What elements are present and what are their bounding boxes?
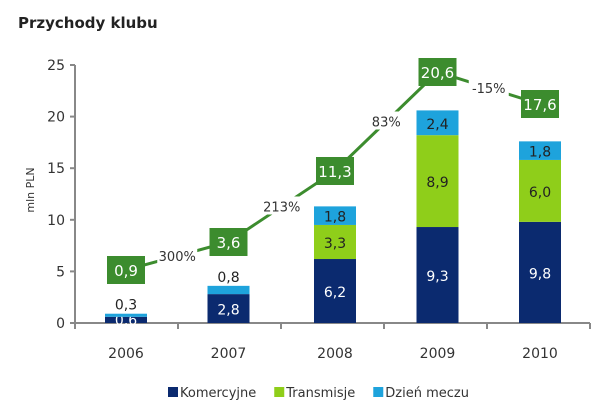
y-tick-label: 10 <box>47 213 65 229</box>
growth-label-bg <box>366 111 407 130</box>
x-tick-label: 2009 <box>420 346 456 362</box>
bar-dzień-meczu <box>416 110 459 136</box>
bar-komercyjne <box>519 221 561 323</box>
growth-label-bg <box>157 246 198 264</box>
growth-label: 83% <box>372 116 401 131</box>
legend-swatch <box>373 387 384 397</box>
bar-transmisje <box>314 224 356 260</box>
data-label: 0,6 <box>115 313 137 329</box>
bar-transmisje <box>519 159 561 222</box>
legend-swatch <box>274 387 285 397</box>
data-label: 6,0 <box>529 185 551 201</box>
bar-dzień-meczu <box>519 141 561 160</box>
total-label: 20,6 <box>421 64 454 82</box>
data-label: 3,3 <box>324 236 346 252</box>
legend-label: Komercyjne <box>180 386 256 401</box>
data-label: 9,3 <box>426 269 448 285</box>
data-label: 2,4 <box>426 117 448 133</box>
y-tick-label: 15 <box>47 161 65 177</box>
data-label: 8,9 <box>426 175 448 191</box>
growth-label: 213% <box>263 201 300 216</box>
total-label: 17,6 <box>523 96 556 114</box>
bar-dzień-meczu <box>314 206 356 225</box>
total-box <box>209 228 248 256</box>
y-tick-label: 0 <box>56 316 65 332</box>
bar-komercyjne <box>416 227 459 323</box>
bar-komercyjne <box>105 316 147 323</box>
growth-label: 300% <box>159 250 196 265</box>
data-label: 2,8 <box>217 303 239 319</box>
data-label: 9,8 <box>529 266 551 282</box>
data-label: 0,8 <box>217 270 239 286</box>
x-tick-label: 2008 <box>317 346 353 362</box>
bar-dzień-meczu <box>207 285 250 295</box>
x-tick-label: 2006 <box>108 346 144 362</box>
y-axis-label: mln PLN <box>24 167 37 212</box>
data-label: 6,2 <box>324 285 346 301</box>
total-box <box>418 58 457 86</box>
x-tick-label: 2010 <box>522 346 558 362</box>
bar-dzień-meczu <box>105 313 147 317</box>
total-box <box>316 157 354 185</box>
data-label: 0,3 <box>115 298 137 314</box>
bar-komercyjne <box>207 294 250 323</box>
data-label: 1,8 <box>529 145 551 161</box>
x-tick-label: 2007 <box>211 346 247 362</box>
bar-transmisje <box>416 135 459 228</box>
growth-label-bg <box>468 78 509 96</box>
total-label: 11,3 <box>318 163 351 181</box>
bar-komercyjne <box>314 259 356 323</box>
y-tick-label: 5 <box>56 264 65 280</box>
growth-label-bg <box>261 196 302 215</box>
chart-title: Przychody klubu <box>18 14 158 32</box>
legend-label: Transmisje <box>285 386 355 401</box>
data-label: 1,8 <box>324 210 346 226</box>
y-tick-label: 20 <box>47 110 65 126</box>
legend-label: Dzień meczu <box>385 386 469 401</box>
y-tick-label: 25 <box>47 58 65 74</box>
growth-label: -15% <box>472 82 506 97</box>
legend-swatch <box>168 387 178 397</box>
total-box <box>521 90 559 118</box>
total-label: 3,6 <box>217 234 241 252</box>
total-box <box>107 256 145 284</box>
total-label: 0,9 <box>114 262 138 280</box>
